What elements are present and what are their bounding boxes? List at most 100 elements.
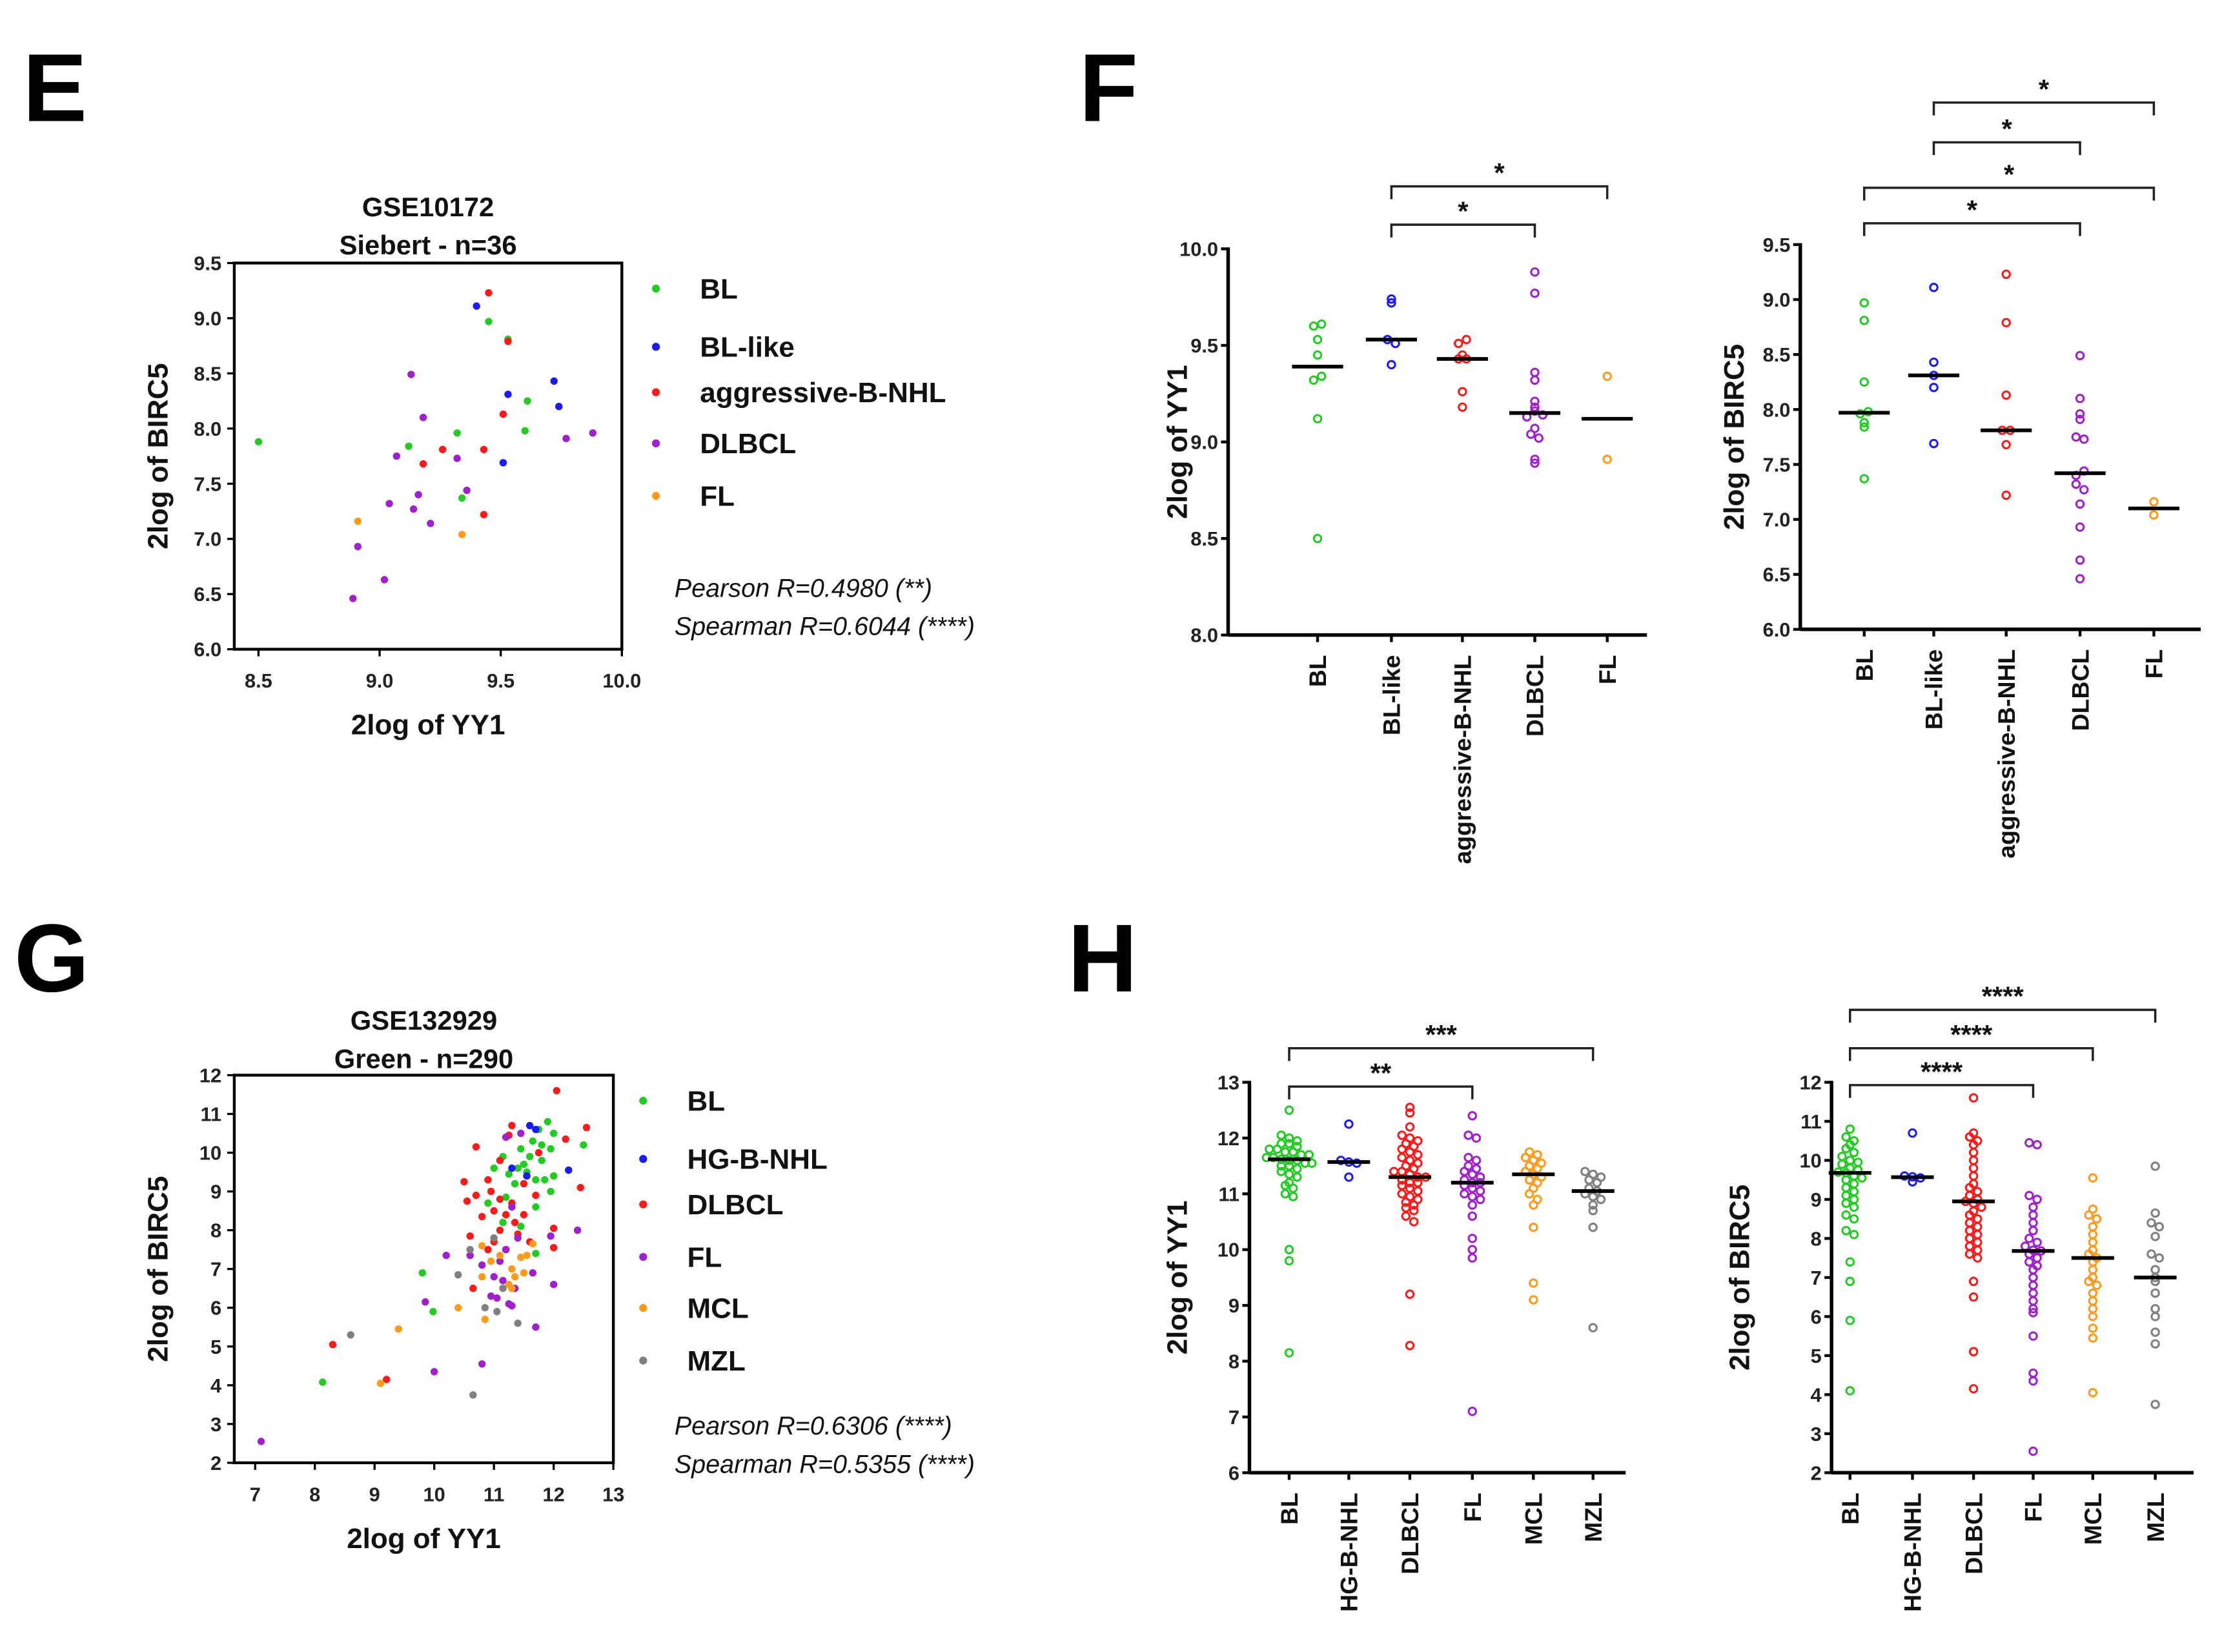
data-point-bl — [532, 1249, 540, 1258]
y-tick-label: 8 — [1228, 1350, 1239, 1372]
data-point-dlbcl — [1530, 458, 1540, 468]
data-point-dlbcl — [1405, 1147, 1415, 1157]
data-point-fl — [2028, 1210, 2038, 1220]
y-tick-label: 9.0 — [1190, 431, 1218, 454]
data-point-mzl — [2150, 1232, 2160, 1241]
data-point-dlbcl — [562, 434, 570, 442]
data-point-fl — [490, 1272, 498, 1281]
legend-marker — [639, 1200, 647, 1208]
y-tick-label: 3 — [210, 1413, 221, 1436]
correlation-stat: Spearman R=0.5355 (****) — [675, 1450, 975, 1478]
data-point-mzl — [1592, 1178, 1602, 1188]
data-point-fl — [1602, 454, 1612, 464]
data-point-dlbcl — [466, 1232, 474, 1240]
y-tick-label: 9.5 — [194, 252, 221, 274]
y-axis-label: 2log of YY1 — [1162, 1201, 1194, 1355]
data-point-dlbcl — [453, 454, 461, 462]
category-label: MCL — [1520, 1493, 1547, 1545]
significance-bracket — [1932, 141, 2081, 156]
data-point-dlbcl — [520, 1210, 528, 1219]
data-point-dlbcl — [472, 1143, 480, 1151]
data-point-fl — [1467, 1211, 1477, 1221]
data-point-mzl — [481, 1304, 489, 1312]
significance-label: **** — [1950, 1019, 1993, 1050]
data-point-fl — [1475, 1194, 1485, 1205]
data-point-fl — [508, 1302, 516, 1310]
category-label: MZL — [2142, 1493, 2169, 1542]
data-point-dlbcl — [1964, 1241, 1975, 1251]
y-tick-label: 12 — [199, 1064, 221, 1086]
data-point-mcl — [520, 1269, 528, 1277]
data-point-dlbcl — [502, 1210, 510, 1219]
legend-label: DLBCL — [700, 428, 796, 460]
y-tick-label: 11 — [1218, 1183, 1239, 1205]
data-point-bl — [1284, 1169, 1294, 1179]
data-point-mcl — [478, 1272, 486, 1281]
data-point-fl — [478, 1360, 486, 1368]
data-point-aggressive-b-nhl — [1453, 338, 1463, 349]
data-point-fl — [2028, 1376, 2038, 1386]
y-tick-label: 2 — [1811, 1462, 1822, 1484]
chart-title: Siebert - n=36 — [340, 230, 517, 260]
data-point-dlbcl — [463, 1197, 471, 1205]
data-point-fl — [2028, 1304, 2038, 1314]
data-point-fl — [2024, 1137, 2034, 1148]
data-point-dlbcl — [1530, 396, 1540, 407]
data-point-fl — [458, 531, 466, 538]
data-point-mzl — [1596, 1194, 1606, 1205]
data-point-mzl — [469, 1391, 477, 1399]
y-tick-label: 6.0 — [1763, 618, 1791, 641]
category-label: HG-B-NHL — [1899, 1493, 1926, 1612]
data-point-bl — [1845, 1276, 1855, 1287]
chart-title: GSE10172 — [362, 192, 494, 222]
data-point-dlbcl — [532, 1191, 540, 1199]
data-point-dlbcl — [1401, 1211, 1411, 1221]
data-point-bl — [524, 397, 531, 405]
data-point-mcl — [2088, 1323, 2098, 1333]
category-label: DLBCL — [2066, 649, 2094, 731]
significance-label: **** — [1982, 981, 2024, 1012]
data-point-dlbcl — [1530, 288, 1540, 298]
data-point-bl — [1841, 1144, 1851, 1154]
data-point-bl — [514, 1164, 522, 1172]
data-point-fl — [1467, 1234, 1477, 1243]
data-point-hg-b-nhl — [1344, 1119, 1354, 1129]
data-point-fl — [2028, 1218, 2038, 1228]
data-point-bl — [525, 1152, 534, 1161]
data-point-fl — [2149, 510, 2159, 520]
data-point-dlbcl — [1968, 1292, 1979, 1302]
legend-marker — [639, 1356, 647, 1365]
data-point-bl — [1280, 1147, 1290, 1157]
data-point-fl — [1475, 1172, 1485, 1182]
panel-letter-h: H — [1068, 904, 1137, 1012]
data-point-mzl — [493, 1308, 501, 1316]
data-point-bl — [511, 1179, 519, 1188]
data-point-dlbcl — [484, 1176, 492, 1184]
legend-marker — [639, 1252, 647, 1261]
data-point-dlbcl — [496, 1226, 504, 1234]
data-point-mzl — [1588, 1205, 1598, 1216]
data-point-mcl — [511, 1272, 519, 1281]
data-point-mcl — [517, 1253, 525, 1261]
y-tick-label: 7.0 — [1763, 509, 1791, 531]
data-point-bl — [1859, 298, 1870, 308]
data-point-bl — [1845, 1386, 1855, 1396]
data-point-dlbcl — [2079, 485, 2089, 495]
data-point-dlbcl — [1409, 1200, 1419, 1210]
data-point-mcl — [2088, 1265, 2098, 1275]
y-tick-label: 6 — [1228, 1462, 1239, 1484]
data-point-dlbcl — [1968, 1163, 1979, 1173]
data-point-fl — [2028, 1368, 2038, 1378]
data-point-dlbcl — [582, 1123, 591, 1132]
data-point-fl — [1467, 1407, 1477, 1416]
data-point-fl — [257, 1438, 265, 1445]
panel-letter-e: E — [23, 34, 87, 142]
correlation-stat: Pearson R=0.6306 (****) — [675, 1412, 952, 1440]
legend-label: MZL — [687, 1345, 745, 1377]
data-point-mcl — [478, 1241, 486, 1250]
data-point-dlbcl — [1964, 1218, 1975, 1228]
category-label: FL — [2141, 649, 2168, 679]
y-tick-label: 9.5 — [1763, 234, 1791, 256]
data-point-mcl — [2088, 1388, 2098, 1398]
x-tick-label: 7 — [250, 1483, 261, 1505]
